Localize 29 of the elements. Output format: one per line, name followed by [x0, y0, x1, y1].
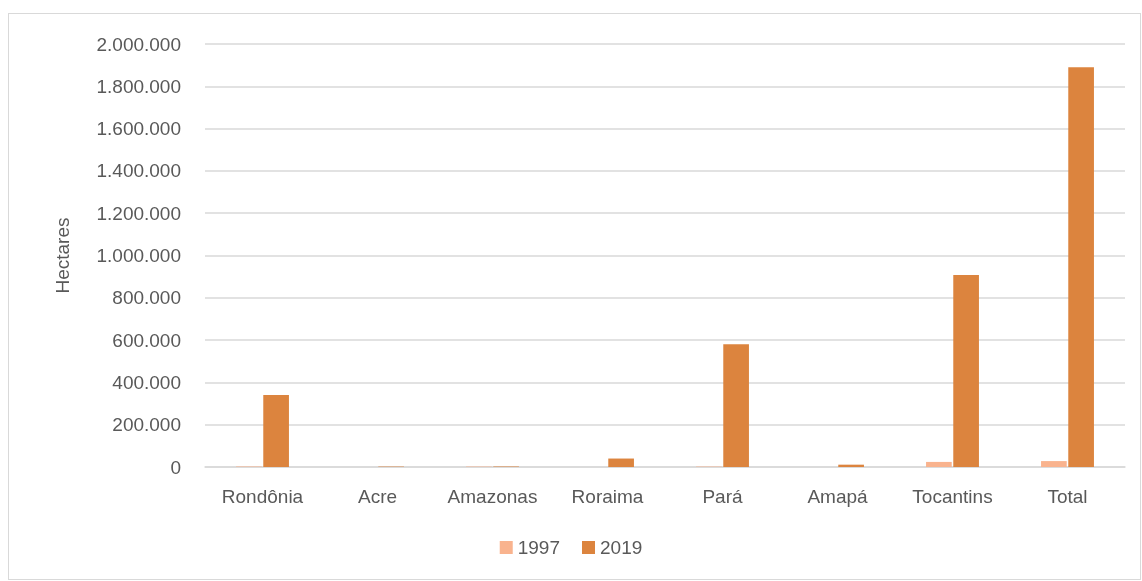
- x-tick-label: Amazonas: [447, 486, 538, 507]
- bar: [1068, 67, 1094, 467]
- y-tick-label: 1.800.000: [96, 75, 181, 97]
- y-tick-label: 1.600.000: [96, 118, 181, 140]
- x-tick-label: Total: [1047, 486, 1088, 507]
- bar: [608, 458, 634, 467]
- legend-label: 1997: [517, 537, 561, 558]
- y-tick-label: 1.200.000: [96, 202, 181, 224]
- x-tick-label: Acre: [357, 486, 398, 507]
- y-tick-label: 800.000: [112, 287, 181, 309]
- bar: [263, 395, 289, 467]
- legend-label: 2019: [600, 537, 643, 558]
- y-tick-label: 1.400.000: [96, 160, 181, 182]
- y-tick-label: 0: [170, 456, 181, 478]
- y-tick-label: 1.000.000: [96, 245, 181, 266]
- y-axis-title: Hectares: [52, 217, 73, 294]
- y-tick-label: 200.000: [112, 414, 181, 436]
- x-tick-label: Pará: [702, 486, 743, 507]
- y-tick-label: 600.000: [112, 329, 181, 351]
- x-tick-label: Amapá: [807, 486, 869, 507]
- x-tick-label: Tocantins: [912, 486, 993, 507]
- bar: [1041, 461, 1067, 467]
- x-tick-label: Rondônia: [221, 486, 304, 507]
- x-tick-label: Roraima: [571, 486, 644, 507]
- y-tick-label: 400.000: [112, 371, 181, 393]
- bar: [953, 274, 979, 467]
- y-tick-label: 2.000.000: [96, 33, 181, 55]
- bar: [926, 461, 952, 467]
- bar: [723, 344, 749, 467]
